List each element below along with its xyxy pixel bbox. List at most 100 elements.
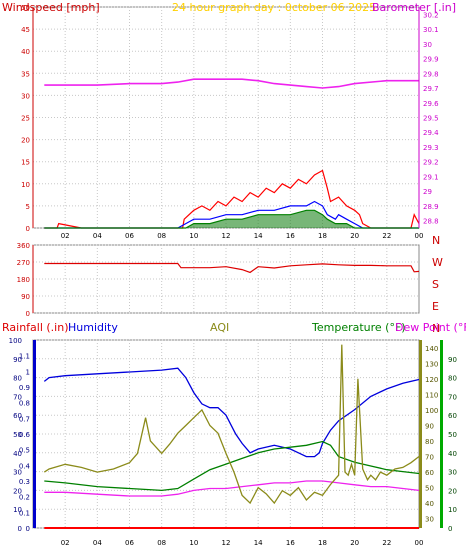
barometer-y-tick: 28.8 <box>423 218 439 226</box>
aqi-y-tick: 60 <box>425 469 434 477</box>
x-tick-label: 22 <box>382 539 391 547</box>
aqi-y-tick: 80 <box>425 438 434 446</box>
direction-y-tick: 180 <box>17 276 30 284</box>
x-tick-label: 14 <box>254 539 263 547</box>
speed-fill <box>44 210 420 228</box>
x-tick-label: 04 <box>93 539 102 547</box>
wind-y-tick: 35 <box>21 70 30 78</box>
rain-y-tick: 0.2 <box>19 494 30 502</box>
rain-y-tick: 0.3 <box>19 478 30 486</box>
barometer-y-tick: 29.9 <box>423 56 439 64</box>
x-tick-label: 06 <box>125 232 134 240</box>
temperature-y-tick: 50 <box>448 431 457 439</box>
rain-y-tick: 1.1 <box>19 353 30 361</box>
temperature-y-tick: 70 <box>448 393 457 401</box>
x-tick-label: 10 <box>189 539 198 547</box>
barometer-line <box>44 78 419 89</box>
barometer-y-tick: 30.2 <box>423 11 439 19</box>
x-tick-label: 08 <box>157 539 166 547</box>
direction-y-tick: 360 <box>17 242 30 250</box>
humidity-y-tick: 30 <box>13 469 22 477</box>
aqi-line <box>43 344 420 505</box>
temperature-y-tick: 10 <box>448 506 457 514</box>
wind-y-tick: 40 <box>21 48 30 56</box>
temperature-label: Temperature (°F) <box>311 321 406 334</box>
speed-line <box>44 209 419 229</box>
temperature-y-tick: 90 <box>448 356 457 364</box>
bottom-x-ticks: 02 04 06 08 10 12 14 16 18 20 22 00 <box>61 539 424 547</box>
humidity-y-tick: 70 <box>13 393 22 401</box>
rain-y-tick: 0.5 <box>19 447 30 455</box>
x-tick-label: 20 <box>350 232 359 240</box>
aqi-y-tick: 110 <box>425 391 438 399</box>
barometer-y-ticks: 30.2 30.1 30 29.9 29.8 29.7 29.6 29.5 29.4 29.3 29… <box>423 11 439 225</box>
compass-letter: S <box>432 278 439 291</box>
barometer-y-tick: 30.1 <box>423 26 439 34</box>
humidity-y-tick: 60 <box>13 412 22 420</box>
x-tick-label: 04 <box>93 232 102 240</box>
rain-y-tick: 1 <box>26 368 30 376</box>
aqi-y-ticks: 140 130 120 110 100 90 80 70 60 50 40 30 <box>425 345 438 524</box>
direction-y-tick: 90 <box>21 293 30 301</box>
x-tick-label: 06 <box>125 539 134 547</box>
x-tick-label: 08 <box>157 232 166 240</box>
compass-letter: N <box>432 234 440 247</box>
wind-x-ticks: 02 04 06 08 10 12 14 16 18 20 22 00 <box>61 232 424 240</box>
direction-y-ticks: 360 270 180 90 0 <box>17 242 30 318</box>
direction-y-tick: 0 <box>26 310 30 318</box>
wind-y-tick: 45 <box>21 26 30 34</box>
aqi-y-tick: 40 <box>425 500 434 508</box>
wind-y-tick: 25 <box>21 115 30 123</box>
rain-y-tick: 0 <box>26 525 30 533</box>
humidity-y-tick: 10 <box>13 506 22 514</box>
barometer-y-tick: 29.6 <box>423 100 439 108</box>
barometer-axis-label: Barometer [.in] <box>372 1 456 14</box>
rain-y-tick: 0.4 <box>19 462 31 470</box>
x-tick-label: 22 <box>382 232 391 240</box>
rain-y-tick: 0.6 <box>19 431 31 439</box>
rain-y-tick: 0.8 <box>19 400 30 408</box>
wind-series <box>44 78 420 229</box>
barometer-y-tick: 29.5 <box>423 115 439 123</box>
rainfall-label: Rainfall (.in) <box>2 321 69 334</box>
barometer-y-tick: 29.8 <box>423 70 439 78</box>
chart-title: 24 hour graph day : 0ctober 06 2025 <box>172 1 376 14</box>
x-tick-label: 10 <box>189 232 198 240</box>
direction-series <box>44 262 420 274</box>
aqi-y-tick: 100 <box>425 407 438 415</box>
temperature-y-tick: 40 <box>448 450 457 458</box>
aqi-y-tick: 120 <box>425 376 438 384</box>
temperature-y-tick: 0 <box>448 525 452 533</box>
barometer-y-tick: 29.4 <box>423 129 439 137</box>
x-tick-label: 02 <box>61 539 70 547</box>
x-tick-label: 16 <box>286 232 295 240</box>
direction-grid <box>33 244 419 314</box>
aqi-y-tick: 30 <box>425 516 434 524</box>
temperature-y-tick: 80 <box>448 375 457 383</box>
aqi-y-tick: 50 <box>425 485 434 493</box>
barometer-y-tick: 28.9 <box>423 203 439 211</box>
bottom-series <box>43 344 420 529</box>
x-tick-label: 18 <box>318 539 327 547</box>
avg-line <box>44 200 419 229</box>
humidity-y-tick: 90 <box>13 356 22 364</box>
dewpoint-label: Dew Point (°F) <box>395 321 466 334</box>
x-tick-label: 00 <box>415 232 424 240</box>
temperature-axis-bar <box>440 340 443 528</box>
wind-y-tick: 0 <box>26 225 30 233</box>
wind-y-tick: 15 <box>21 159 30 167</box>
temperature-y-tick: 30 <box>448 469 457 477</box>
rain-y-tick: 0.1 <box>19 509 30 517</box>
temperature-y-tick: 20 <box>448 487 457 495</box>
humidity-y-tick: 20 <box>13 487 22 495</box>
wind-y-tick: 50 <box>21 4 30 12</box>
humidity-y-tick: 0 <box>18 525 22 533</box>
aqi-axis-bar <box>419 340 422 528</box>
barometer-y-tick: 29.3 <box>423 144 439 152</box>
barometer-y-tick: 30 <box>423 41 432 49</box>
